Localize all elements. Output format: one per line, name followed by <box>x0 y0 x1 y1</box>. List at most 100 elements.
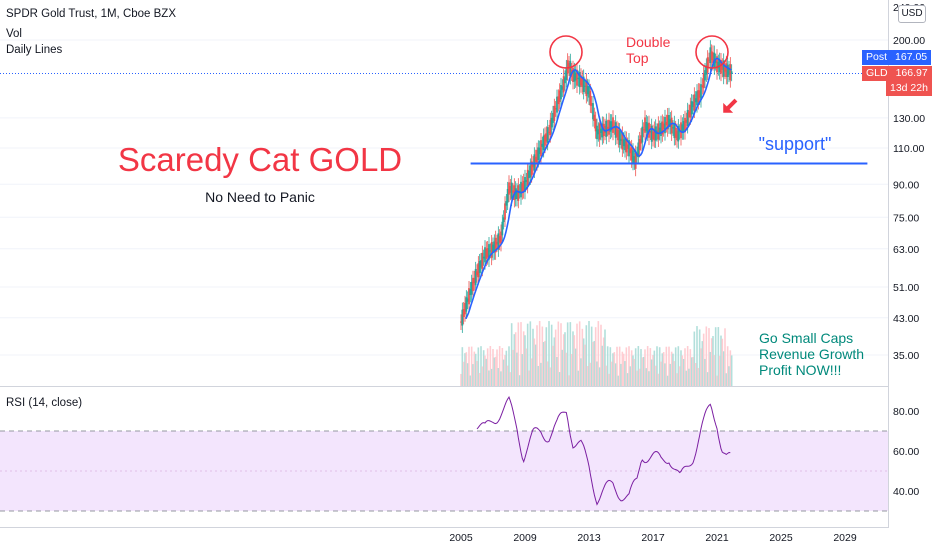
volume-bar <box>662 352 665 386</box>
price-candle-body <box>638 139 641 151</box>
currency-button[interactable]: USD <box>898 5 926 23</box>
moving-average-line <box>465 57 732 320</box>
volume-bar <box>621 351 624 386</box>
price-candle-body <box>724 67 726 72</box>
volume-bar <box>577 370 580 386</box>
price-candle-body <box>548 131 550 133</box>
price-candle-body <box>550 117 553 128</box>
price-candle-body <box>658 127 661 134</box>
price-candle-body <box>570 69 573 74</box>
volume-bar <box>710 338 713 386</box>
volume-bar <box>652 355 654 386</box>
price-candle-body <box>488 244 490 260</box>
volume-bar <box>522 331 525 386</box>
volume-bar <box>638 368 641 386</box>
price-candle-body <box>725 63 728 77</box>
volume-bar <box>593 340 596 386</box>
volume-bar <box>465 352 468 386</box>
volume-bar <box>660 361 662 386</box>
volume-bar <box>721 338 724 386</box>
volume-bar <box>622 353 625 386</box>
rsi-legend: RSI (14, close) <box>6 397 83 409</box>
volume-bar <box>504 354 506 386</box>
support-annotation: "support" <box>759 134 832 154</box>
price-candle-body <box>470 281 473 295</box>
price-candle-body <box>684 117 686 133</box>
time-tick-label: 2017 <box>641 532 665 544</box>
time-tick-label: 2013 <box>577 532 601 544</box>
volume-bar <box>461 347 464 386</box>
price-candle-body <box>476 271 478 276</box>
price-candle-body <box>600 128 602 133</box>
volume-bar <box>670 351 673 386</box>
price-candle-body <box>530 161 533 176</box>
volume-bar <box>554 329 557 386</box>
volume-bar <box>722 351 725 386</box>
rsi-tick-label: 60.00 <box>893 446 919 458</box>
volume-bar <box>552 345 554 386</box>
volume-bar <box>605 365 608 386</box>
price-tick-label: 43.00 <box>893 313 919 325</box>
price-candle-body <box>512 190 514 193</box>
volume-bar <box>632 355 634 386</box>
price-candle-body <box>606 126 609 129</box>
price-candle-body <box>564 77 566 84</box>
rsi-tick-label: 80.00 <box>893 406 919 418</box>
volume-legend: Vol <box>6 28 22 40</box>
price-candle-body <box>588 86 590 98</box>
volume-bar <box>604 329 606 386</box>
price-candle-body <box>594 118 597 132</box>
price-candle-body <box>537 147 540 161</box>
volume-bar <box>694 362 697 386</box>
volume-bar <box>496 349 498 386</box>
price-candle-body <box>628 140 630 157</box>
price-candle-body <box>584 85 586 87</box>
volume-bars <box>460 321 733 386</box>
volume-bar <box>505 350 508 386</box>
price-tick-label: 75.00 <box>893 212 919 224</box>
price-candle-body <box>484 247 486 263</box>
volume-bar <box>657 373 660 386</box>
volume-bar <box>545 327 548 386</box>
down-arrow-icon-price <box>723 98 738 113</box>
price-candle-body <box>677 126 680 142</box>
volume-bar <box>538 321 541 386</box>
volume-bar <box>582 338 585 386</box>
rsi-band-fill <box>0 431 888 511</box>
volume-bar <box>606 346 609 386</box>
price-candle-body <box>589 90 592 106</box>
price-candle-body <box>668 115 670 127</box>
price-candle-body <box>556 96 558 113</box>
volume-bar <box>669 363 672 386</box>
price-candle-body <box>510 182 513 199</box>
double-top-label-1: Double <box>626 34 671 50</box>
volume-bar <box>656 346 658 386</box>
price-candle-body <box>541 143 544 147</box>
price-candle-body <box>649 131 652 133</box>
price-candle-body <box>582 76 585 92</box>
price-candle-body <box>554 108 557 110</box>
time-tick-label: 2025 <box>769 532 793 544</box>
price-candles <box>460 40 733 333</box>
price-candle-body <box>637 142 640 158</box>
volume-bar <box>609 347 612 386</box>
price-tick-label: 130.00 <box>893 113 925 125</box>
volume-bar <box>602 337 605 386</box>
volume-bar <box>509 372 512 386</box>
rsi-series-line <box>476 396 731 506</box>
price-candle-body <box>557 96 560 105</box>
volume-bar <box>614 363 617 386</box>
price-tick-label: 200.00 <box>893 35 925 47</box>
price-candle-body <box>552 112 554 123</box>
gld-price-tag: GLD 166.97 <box>862 66 932 81</box>
volume-bar <box>556 356 558 386</box>
volume-bar <box>544 340 546 386</box>
volume-bar <box>630 350 633 386</box>
price-tick-label: 63.00 <box>893 244 919 256</box>
price-candle-body <box>472 277 474 292</box>
price-candle-body <box>689 104 692 118</box>
volume-bar <box>481 366 484 386</box>
price-candle-body <box>681 124 684 133</box>
price-candle-body <box>597 129 600 135</box>
